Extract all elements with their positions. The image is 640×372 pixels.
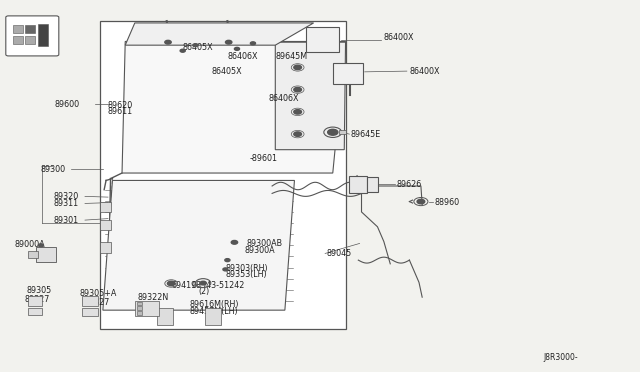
Text: 89311: 89311 — [53, 199, 78, 208]
Text: 69419: 69419 — [172, 281, 197, 290]
Text: 89301: 89301 — [53, 216, 78, 225]
Bar — [137, 302, 142, 305]
Circle shape — [38, 244, 44, 247]
Text: 89300A: 89300A — [244, 246, 275, 255]
Text: (2): (2) — [198, 287, 210, 296]
Bar — [28, 251, 38, 258]
Text: 89300AB: 89300AB — [246, 239, 283, 248]
Bar — [333, 62, 364, 84]
Circle shape — [294, 65, 301, 70]
Text: 89327: 89327 — [85, 298, 110, 307]
Bar — [205, 308, 221, 325]
Text: 89616M(RH): 89616M(RH) — [189, 300, 239, 309]
Bar — [339, 131, 346, 134]
Bar — [306, 27, 339, 52]
Text: 89620: 89620 — [108, 101, 133, 110]
Circle shape — [328, 129, 338, 135]
Bar — [25, 25, 35, 33]
Bar — [13, 36, 23, 44]
Circle shape — [417, 199, 425, 204]
Text: 89457M(LH): 89457M(LH) — [189, 307, 237, 316]
Circle shape — [193, 44, 198, 46]
Circle shape — [165, 40, 172, 44]
Text: 86405X: 86405X — [182, 42, 213, 51]
Bar — [157, 308, 173, 325]
Text: 89322N: 89322N — [138, 294, 169, 302]
Text: 89000A: 89000A — [15, 240, 45, 249]
Bar — [100, 220, 111, 231]
Bar — [13, 25, 23, 33]
Text: 89305: 89305 — [26, 286, 51, 295]
Bar — [38, 24, 48, 46]
Polygon shape — [122, 41, 346, 173]
Bar — [82, 308, 98, 316]
Bar — [137, 307, 142, 310]
Bar — [28, 296, 42, 307]
Circle shape — [294, 132, 301, 137]
Text: 86406X: 86406X — [269, 94, 300, 103]
Bar — [349, 176, 367, 193]
Text: 86406X: 86406X — [227, 52, 258, 61]
Text: 86400X: 86400X — [410, 67, 440, 76]
Circle shape — [223, 268, 228, 271]
Text: 89353(LH): 89353(LH) — [225, 270, 267, 279]
Circle shape — [294, 87, 301, 92]
Text: 89611: 89611 — [108, 108, 133, 116]
Circle shape — [168, 281, 175, 286]
Circle shape — [225, 40, 232, 44]
Circle shape — [180, 49, 185, 52]
Text: 89300: 89300 — [40, 165, 65, 174]
Text: 86400X: 86400X — [384, 33, 414, 42]
Bar — [100, 21, 346, 329]
Bar — [82, 296, 98, 307]
Circle shape — [200, 281, 206, 285]
Text: 89303(RH): 89303(RH) — [225, 264, 268, 273]
Text: 89600: 89600 — [55, 100, 80, 109]
Text: 89645M: 89645M — [275, 52, 307, 61]
Polygon shape — [103, 180, 294, 310]
Bar — [25, 36, 35, 44]
Text: 89626: 89626 — [397, 180, 422, 189]
Text: 08543-51242: 08543-51242 — [191, 281, 244, 290]
Polygon shape — [125, 23, 314, 45]
Text: 86405X: 86405X — [211, 67, 242, 76]
Circle shape — [294, 110, 301, 114]
Circle shape — [231, 240, 237, 244]
Text: 89045: 89045 — [326, 249, 351, 258]
Bar — [100, 242, 111, 253]
Circle shape — [225, 259, 230, 262]
Bar — [28, 308, 42, 315]
Text: 89645E: 89645E — [351, 129, 381, 139]
Circle shape — [234, 47, 239, 50]
Text: J8R3000-: J8R3000- — [543, 353, 578, 362]
Bar — [100, 202, 111, 212]
Text: -89601: -89601 — [250, 154, 278, 163]
Polygon shape — [275, 42, 346, 150]
Text: 88960: 88960 — [435, 198, 460, 207]
FancyBboxPatch shape — [6, 16, 59, 56]
Circle shape — [250, 42, 255, 45]
Bar — [367, 177, 378, 192]
Bar — [135, 301, 159, 317]
Text: 89305+A: 89305+A — [79, 289, 116, 298]
Text: 89320: 89320 — [53, 192, 78, 201]
Bar — [36, 247, 56, 262]
Bar — [137, 311, 142, 315]
Text: 89327: 89327 — [24, 295, 50, 304]
